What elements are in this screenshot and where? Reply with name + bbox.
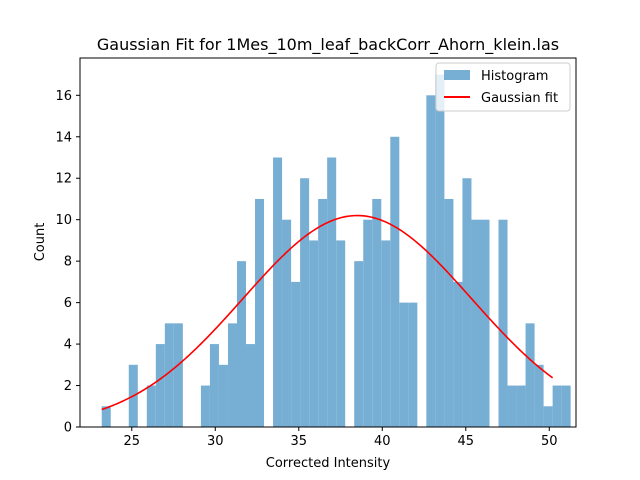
histogram-bar	[209, 344, 219, 427]
histogram-bar	[498, 219, 508, 427]
histogram-bar	[462, 178, 472, 427]
histogram-bar	[236, 261, 246, 427]
histogram-bar	[218, 364, 228, 427]
histogram-bar	[318, 198, 328, 427]
gaussian-fit-line	[101, 214, 554, 411]
chart-title: Gaussian Fit for 1Mes_10m_leaf_backCorr_…	[97, 35, 559, 55]
x-tick-label: 25	[123, 434, 140, 449]
histogram-bar	[543, 406, 553, 427]
histogram-bar	[444, 198, 454, 427]
x-axis-label: Corrected Intensity	[266, 456, 391, 471]
histogram-bar	[408, 302, 418, 427]
histogram-bar	[282, 219, 292, 427]
histogram-bar	[173, 323, 183, 427]
histogram-bar	[453, 281, 463, 427]
histogram-bar	[426, 95, 436, 427]
y-axis-label: Count	[33, 223, 48, 262]
histogram-bar	[300, 178, 310, 427]
legend-label-histogram: Histogram	[481, 69, 548, 84]
y-tick-label: 8	[64, 255, 72, 270]
legend: Histogram Gaussian fit	[435, 62, 571, 112]
histogram-bar	[534, 364, 544, 427]
y-tick-label: 4	[64, 338, 72, 353]
histogram-bar	[399, 302, 409, 427]
y-tick-label: 6	[64, 296, 72, 311]
x-axis-ticks: 25 30 35 40 45 50	[123, 427, 558, 449]
histogram-bar	[146, 385, 156, 427]
histogram-bar	[471, 219, 481, 427]
histogram-bar	[561, 385, 571, 427]
histogram-bars	[101, 74, 571, 427]
x-tick-label: 30	[207, 434, 224, 449]
histogram-bar	[480, 219, 490, 427]
histogram-bar	[246, 344, 256, 427]
y-tick-label: 10	[55, 213, 72, 228]
histogram-bar	[273, 157, 283, 427]
histogram-bar	[363, 219, 373, 427]
histogram-bar	[354, 261, 364, 427]
histogram-bar	[336, 240, 346, 427]
y-tick-label: 14	[55, 130, 72, 145]
plot-frame	[79, 57, 577, 428]
histogram-bar	[327, 157, 337, 427]
histogram-bar	[516, 385, 526, 427]
histogram-bar	[164, 323, 174, 427]
legend-swatch-histogram	[444, 70, 470, 80]
histogram-bar	[255, 198, 265, 427]
histogram-bar	[155, 344, 165, 427]
histogram-bar	[101, 406, 111, 427]
legend-label-gaussian-fit: Gaussian fit	[481, 91, 558, 106]
histogram-bar	[372, 198, 382, 427]
y-tick-label: 0	[64, 421, 72, 436]
histogram-bar	[381, 240, 391, 427]
histogram-bar	[435, 74, 445, 427]
histogram-bar	[309, 240, 319, 427]
histogram-bar	[200, 385, 210, 427]
y-tick-label: 12	[55, 172, 72, 187]
histogram-bar	[291, 281, 301, 427]
histogram-bar	[507, 385, 517, 427]
y-tick-label: 2	[64, 379, 72, 394]
histogram-bar	[552, 385, 562, 427]
y-axis-ticks: 0 2 4 6 8 10 12 14 16	[55, 89, 80, 436]
x-tick-label: 35	[291, 434, 308, 449]
x-tick-label: 45	[458, 434, 475, 449]
x-tick-label: 50	[541, 434, 558, 449]
histogram-bar	[390, 136, 400, 427]
histogram-bar	[525, 323, 535, 427]
y-tick-label: 16	[55, 89, 72, 104]
gaussian-fit-curve	[101, 214, 554, 411]
x-tick-label: 40	[374, 434, 391, 449]
histogram-bar	[227, 323, 237, 427]
